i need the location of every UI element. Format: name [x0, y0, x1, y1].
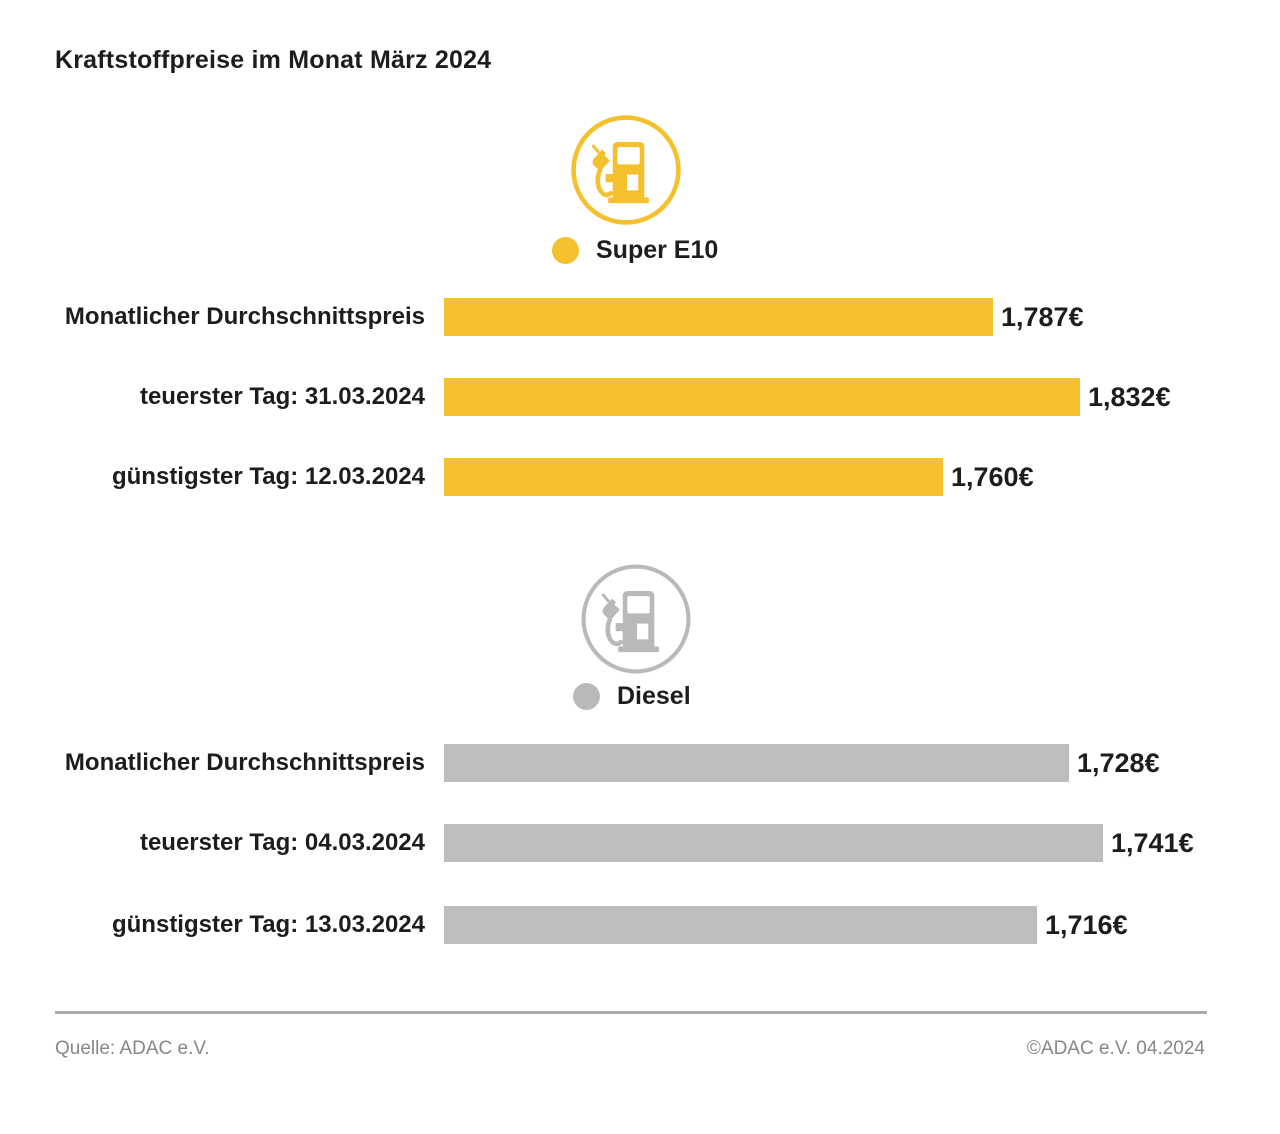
bar-diesel-cheapest: [444, 906, 1037, 944]
bar-label: günstigster Tag: 13.03.2024: [111, 911, 425, 938]
bar-row-diesel-most-expensive: teuerster Tag: 04.03.2024 1,741€: [40, 824, 1280, 862]
bar-diesel-average: [444, 744, 1069, 782]
bar-value: 1,741€: [1111, 827, 1194, 858]
footer-divider: [55, 1011, 1207, 1014]
bar-value: 1,832€: [1088, 381, 1171, 412]
fuel-pump-icon: [581, 564, 691, 674]
legend-dot-super-e10-icon: [552, 236, 579, 264]
bar-value: 1,728€: [1077, 747, 1160, 778]
bar-label: Monatlicher Durchschnittspreis: [64, 303, 425, 330]
bar-diesel-most-expensive: [444, 824, 1103, 862]
bar-row-diesel-cheapest: günstigster Tag: 13.03.2024 1,716€: [40, 906, 1280, 944]
legend-label-diesel: Diesel: [617, 681, 691, 710]
legend-diesel: Diesel: [573, 682, 691, 710]
fuel-pump-icon: [571, 115, 681, 225]
legend-label-super-e10: Super E10: [596, 235, 719, 264]
bar-row-super-cheapest: günstigster Tag: 12.03.2024 1,760€: [40, 458, 1280, 496]
bar-value: 1,716€: [1045, 909, 1128, 940]
bar-label: teuerster Tag: 31.03.2024: [139, 383, 425, 410]
bar-super-average: [444, 298, 993, 336]
legend-super-e10: Super E10: [552, 236, 718, 264]
bar-label: teuerster Tag: 04.03.2024: [139, 829, 425, 856]
bar-super-most-expensive: [444, 378, 1080, 416]
bar-value: 1,760€: [951, 461, 1034, 492]
bar-label: Monatlicher Durchschnittspreis: [64, 749, 425, 776]
bar-value: 1,787€: [1001, 301, 1084, 332]
page-title: Kraftstoffpreise im Monat März 2024: [55, 46, 492, 74]
footer-source: Quelle: ADAC e.V.: [55, 1038, 210, 1059]
bar-super-cheapest: [444, 458, 943, 496]
bar-row-super-most-expensive: teuerster Tag: 31.03.2024 1,832€: [40, 378, 1280, 416]
bar-row-diesel-average: Monatlicher Durchschnittspreis 1,728€: [40, 744, 1280, 782]
bar-row-super-average: Monatlicher Durchschnittspreis 1,787€: [40, 298, 1280, 336]
bar-label: günstigster Tag: 12.03.2024: [111, 463, 425, 490]
legend-dot-diesel-icon: [573, 682, 600, 710]
footer-copyright: ©ADAC e.V. 04.2024: [1026, 1038, 1205, 1059]
